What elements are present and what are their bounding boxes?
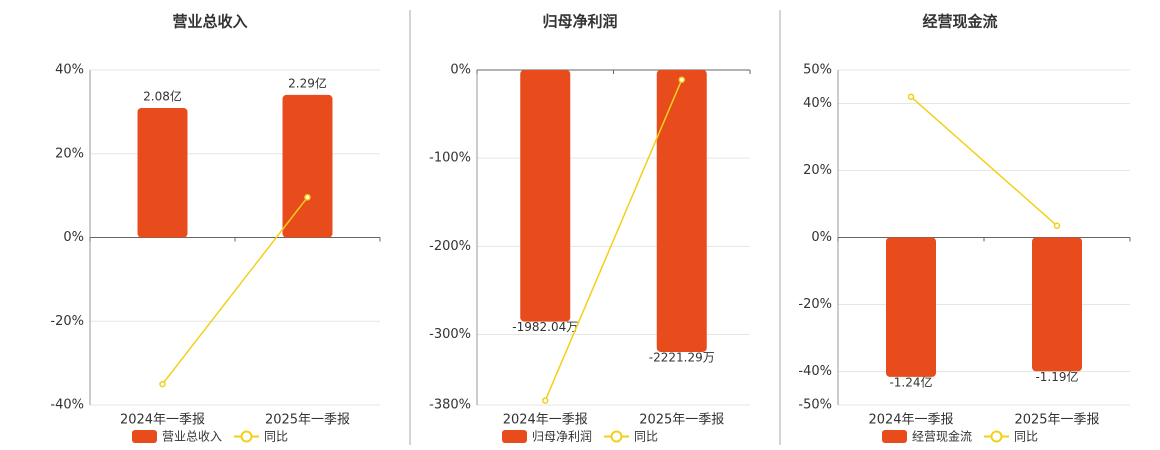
y-tick-label: 40% <box>803 96 832 111</box>
y-tick-label: -200% <box>429 239 471 254</box>
value-label: 2.29亿 <box>288 75 327 90</box>
bar <box>656 70 707 352</box>
y-tick-label: -40% <box>50 398 84 413</box>
line <box>161 196 309 385</box>
y-tick-label: 20% <box>55 146 84 161</box>
bar <box>886 237 936 377</box>
bar <box>282 94 333 238</box>
value-label: -1982.04万 <box>512 320 578 334</box>
y-tick-label: -380% <box>429 398 471 413</box>
line-point <box>304 194 311 201</box>
x-tick-label: 2024年一季报 <box>503 413 588 428</box>
line-point <box>678 76 685 83</box>
legend-label: 营业总收入 <box>162 430 222 444</box>
y-tick-label: 0% <box>811 230 832 245</box>
bar <box>1032 237 1082 372</box>
y-tick-label: -100% <box>429 151 471 166</box>
legend-swatch <box>882 430 907 443</box>
x-tick-label: 2024年一季报 <box>120 413 205 428</box>
legend-label: 同比 <box>264 430 288 444</box>
x-tick-label: 2025年一季报 <box>265 413 350 428</box>
legend-label: 归母净利润 <box>532 430 592 444</box>
value-label: -1.19亿 <box>1035 369 1078 384</box>
y-tick-label: 40% <box>55 63 84 78</box>
y-tick-label: -20% <box>798 297 832 312</box>
legend-swatch <box>240 430 253 443</box>
legend-label: 同比 <box>634 430 658 444</box>
legend-swatch <box>990 430 1003 443</box>
chart-title: 经营现金流 <box>922 13 997 31</box>
value-label: 2.08亿 <box>143 88 182 103</box>
line-point <box>542 397 549 404</box>
line-point <box>159 380 166 388</box>
y-tick-label: -300% <box>429 327 471 342</box>
bar <box>137 107 188 238</box>
value-label: -2221.29万 <box>649 350 715 364</box>
line-point <box>907 93 915 101</box>
legend-swatch <box>610 430 623 443</box>
bar <box>520 70 571 322</box>
legend-swatch <box>502 430 527 443</box>
y-tick-label: -50% <box>798 398 832 413</box>
y-tick-label: 50% <box>803 63 832 78</box>
value-label: -1.24亿 <box>889 374 932 389</box>
y-tick-label: 0% <box>63 230 84 245</box>
legend-label: 同比 <box>1014 430 1038 444</box>
x-tick-label: 2025年一季报 <box>639 413 724 428</box>
line-point <box>1053 222 1061 230</box>
y-tick-label: -20% <box>50 314 84 329</box>
legend-swatch <box>132 430 157 443</box>
line <box>544 79 683 401</box>
legend-label: 经营现金流 <box>912 429 972 444</box>
line <box>910 96 1058 227</box>
x-tick-label: 2025年一季报 <box>1014 413 1099 428</box>
x-tick-label: 2024年一季报 <box>868 413 953 428</box>
y-tick-label: 20% <box>803 163 832 178</box>
y-tick-label: 0% <box>450 63 471 78</box>
chart-title: 营业总收入 <box>172 13 247 31</box>
y-tick-label: -40% <box>798 364 832 379</box>
chart-title: 归母净利润 <box>542 13 617 31</box>
